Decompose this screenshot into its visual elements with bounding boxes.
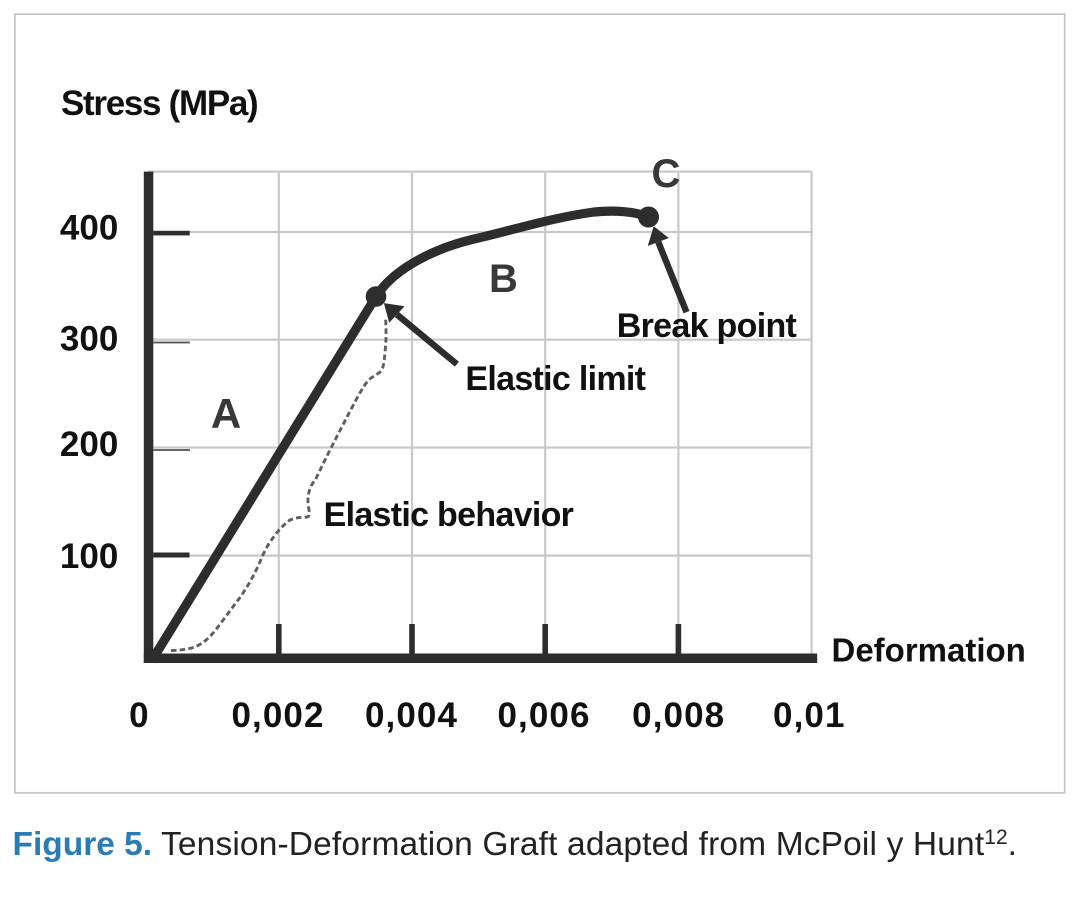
- svg-text:0,008: 0,008: [632, 696, 725, 735]
- svg-text:Break point: Break point: [617, 307, 797, 345]
- svg-text:0,006: 0,006: [497, 696, 590, 735]
- svg-text:0,004: 0,004: [365, 696, 458, 735]
- svg-text:300: 300: [60, 319, 118, 358]
- svg-text:0,01: 0,01: [773, 696, 846, 735]
- svg-text:200: 200: [60, 425, 118, 464]
- svg-text:400: 400: [60, 208, 118, 247]
- svg-text:100: 100: [60, 537, 118, 576]
- svg-text:Figure 5. Tension-Deformation: Figure 5. Tension-Deformation Graft adap…: [13, 826, 1017, 863]
- svg-text:A: A: [211, 390, 241, 437]
- svg-text:Elastic limit: Elastic limit: [465, 360, 645, 398]
- svg-text:Elastic behavior: Elastic behavior: [324, 496, 574, 534]
- svg-text:B: B: [489, 257, 518, 301]
- svg-text:0,002: 0,002: [231, 696, 324, 735]
- svg-text:Deformation: Deformation: [832, 632, 1026, 669]
- svg-text:Stress (MPa): Stress (MPa): [61, 84, 257, 123]
- svg-text:C: C: [652, 152, 681, 196]
- svg-text:0: 0: [129, 696, 148, 735]
